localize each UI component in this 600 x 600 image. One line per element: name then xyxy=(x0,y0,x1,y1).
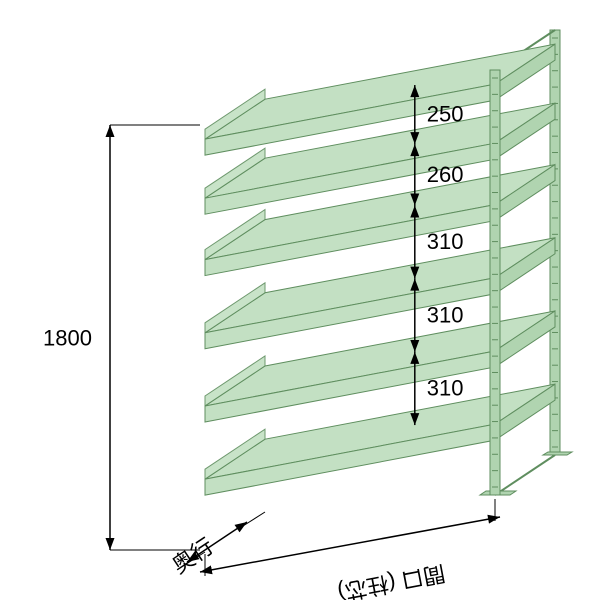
dim-spacing-3: 310 xyxy=(427,302,464,327)
dim-width-label: 間口 (柱芯) xyxy=(336,560,448,600)
dim-spacing-4: 310 xyxy=(427,375,464,400)
dim-spacing-2: 310 xyxy=(427,229,464,254)
rack xyxy=(205,30,572,495)
dim-total-height: 1800 xyxy=(43,326,92,351)
dim-spacing-0: 250 xyxy=(427,102,464,127)
dim-depth-label: 奥行 xyxy=(168,533,218,578)
dim-spacing-1: 260 xyxy=(427,162,464,187)
shelving-diagram: 1800 250 260 310 310 310 間口 (柱芯) 奥行 xyxy=(0,0,600,600)
